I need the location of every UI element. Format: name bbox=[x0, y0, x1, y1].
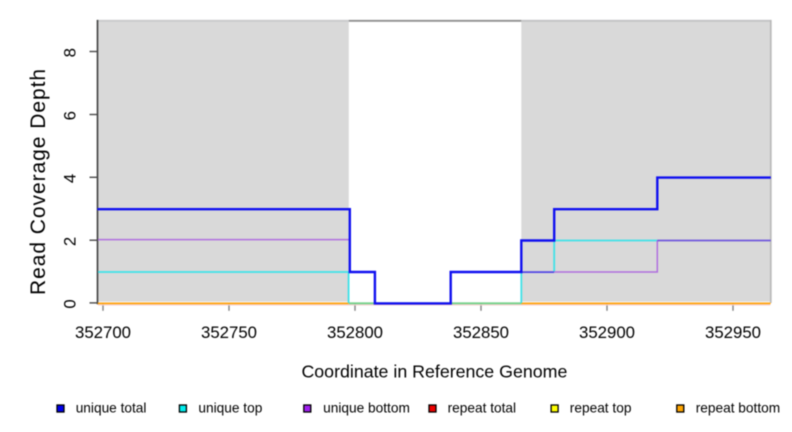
svg-text:Read Coverage Depth: Read Coverage Depth bbox=[27, 68, 50, 295]
svg-text:352900: 352900 bbox=[579, 323, 635, 342]
svg-text:Coordinate in Reference Genome: Coordinate in Reference Genome bbox=[301, 361, 567, 381]
svg-text:4: 4 bbox=[61, 174, 80, 183]
svg-text:6: 6 bbox=[61, 111, 80, 120]
svg-text:352950: 352950 bbox=[705, 323, 761, 342]
svg-text:repeat total: repeat total bbox=[448, 400, 516, 415]
svg-text:repeat bottom: repeat bottom bbox=[696, 400, 780, 415]
svg-text:unique bottom: unique bottom bbox=[323, 400, 410, 415]
svg-text:352700: 352700 bbox=[75, 323, 131, 342]
svg-text:repeat top: repeat top bbox=[570, 400, 632, 415]
svg-text:352800: 352800 bbox=[327, 323, 383, 342]
svg-text:unique total: unique total bbox=[76, 400, 147, 415]
svg-text:352750: 352750 bbox=[201, 323, 257, 342]
svg-text:unique top: unique top bbox=[198, 400, 262, 415]
svg-text:0: 0 bbox=[61, 299, 80, 308]
svg-text:2: 2 bbox=[61, 237, 80, 246]
svg-text:352850: 352850 bbox=[453, 323, 509, 342]
svg-text:8: 8 bbox=[61, 48, 80, 57]
